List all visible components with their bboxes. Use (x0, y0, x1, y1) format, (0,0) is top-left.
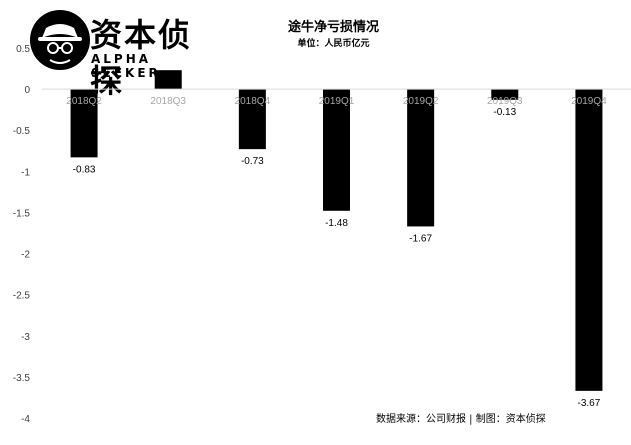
data-label: -0.13 (493, 107, 516, 118)
y-tick-label: -3 (21, 332, 30, 343)
data-label: -1.48 (325, 218, 348, 229)
data-label: -1.67 (409, 233, 432, 244)
category-label: 2019Q2 (403, 96, 439, 107)
detective-hat-icon (30, 10, 90, 70)
data-label: -3.67 (578, 398, 601, 409)
bar-2018Q2 (70, 89, 98, 158)
chart-title: 途牛净亏损情况 (287, 20, 379, 35)
y-tick-label: -2 (21, 250, 30, 261)
bar-2019Q4 (575, 89, 603, 391)
category-label: 2019Q4 (571, 96, 607, 107)
category-label: 2019Q1 (319, 96, 355, 107)
bar-2018Q4 (238, 89, 266, 150)
brand-name-en: ALPHA SEEKER (91, 52, 161, 80)
chart-subtitle: 单位：人民币亿元 (297, 39, 370, 49)
y-tick-label: 0 (24, 85, 30, 96)
y-tick-label: -1.5 (13, 208, 31, 219)
y-tick-label: -3.5 (13, 373, 31, 384)
data-label: -0.83 (73, 164, 96, 175)
y-tick-label: -0.5 (13, 126, 31, 137)
bar-2019Q1 (323, 89, 350, 211)
y-tick-label: -1 (21, 167, 30, 178)
bars (70, 70, 603, 391)
data-label: -0.73 (241, 156, 264, 167)
bar-2019Q3 (491, 89, 519, 100)
category-labels: 2018Q2 2018Q3 2018Q4 2019Q1 2019Q2 2019Q3 2019… (66, 96, 607, 107)
bar-2018Q3 (154, 70, 182, 90)
category-label: 2018Q2 (66, 96, 102, 107)
y-axis: 0.5 0 -0.5 -1 -1.5 -2 -2.5 -3 -3.5 -4 (13, 44, 31, 425)
y-tick-label: -4 (21, 414, 30, 425)
source-note: 数据来源：公司财报 | 制图：资本侦探 (376, 414, 546, 425)
data-labels: -0.83 -0.73 -1.48 -1.67 -0.13 -3.67 (73, 107, 601, 409)
category-label: 2019Q3 (487, 96, 523, 107)
y-tick-label: 0.5 (16, 44, 30, 55)
y-tick-label: -2.5 (13, 291, 31, 302)
bar-2019Q2 (407, 89, 435, 227)
category-label: 2018Q4 (235, 96, 271, 107)
category-label: 2018Q3 (150, 96, 186, 107)
